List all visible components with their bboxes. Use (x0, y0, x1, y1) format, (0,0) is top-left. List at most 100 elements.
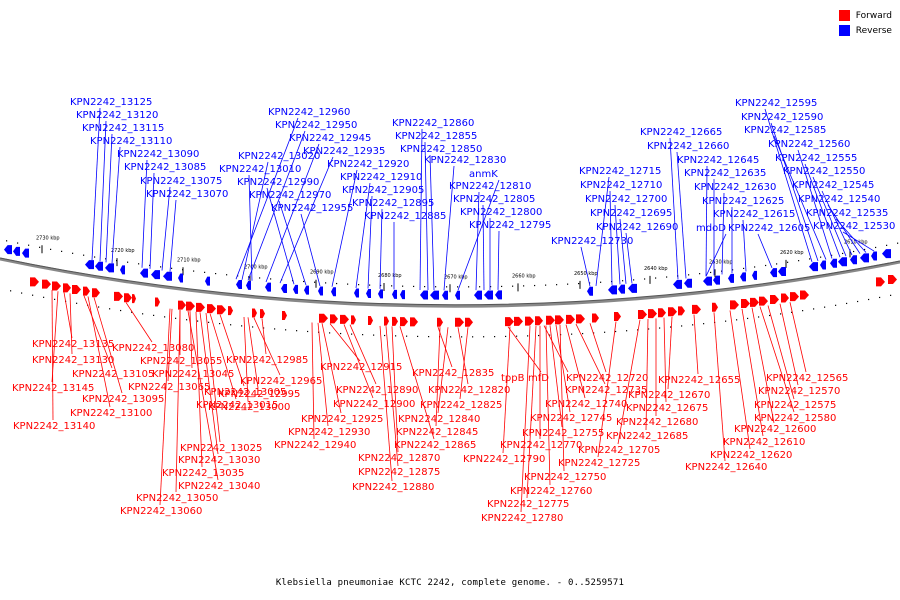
gene-label[interactable]: KPN2242_12925 (301, 414, 383, 425)
reverse-gene-arrow[interactable] (618, 284, 625, 294)
gene-label[interactable]: KPN2242_13060 (120, 506, 202, 517)
gene-label[interactable]: KPN2242_13140 (13, 421, 95, 432)
gene-label[interactable]: KPN2242_12950 (275, 120, 357, 131)
gene-label[interactable]: KPN2242_12730 (551, 236, 633, 247)
gene-label[interactable]: KPN2242_12855 (395, 131, 477, 142)
gene-label[interactable]: KPN2242_13085 (124, 162, 206, 173)
gene-label[interactable]: KPN2242_12910 (340, 172, 422, 183)
reverse-gene-arrow[interactable] (366, 288, 371, 298)
gene-label[interactable]: KPN2242_13145 (12, 383, 94, 394)
reverse-gene-arrow[interactable] (95, 261, 103, 271)
gene-label[interactable]: KPN2242_12705 (578, 445, 660, 456)
reverse-gene-arrow[interactable] (608, 285, 617, 295)
gene-label[interactable]: KPN2242_12995 (218, 389, 300, 400)
gene-label[interactable]: KPN2242_13065 (128, 382, 210, 393)
reverse-gene-arrow[interactable] (13, 246, 20, 256)
gene-label[interactable]: KPN2242_12830 (424, 155, 506, 166)
reverse-gene-arrow[interactable] (304, 285, 309, 295)
gene-label[interactable]: KPN2242_12940 (274, 440, 356, 451)
gene-label[interactable]: KPN2242_12880 (352, 482, 434, 493)
gene-label[interactable]: KPN2242_13020 (238, 151, 320, 162)
gene-label[interactable]: KPN2242_12725 (558, 458, 640, 469)
gene-label[interactable]: KPN2242_12645 (677, 155, 759, 166)
gene-label[interactable]: KPN2242_12695 (590, 208, 672, 219)
gene-label[interactable]: KPN2242_12615 (713, 209, 795, 220)
forward-gene-arrow[interactable] (196, 302, 205, 312)
gene-label[interactable]: KPN2242_12890 (336, 385, 418, 396)
gene-label[interactable]: KPN2242_12555 (775, 153, 857, 164)
reverse-gene-arrow[interactable] (770, 268, 777, 278)
gene-label[interactable]: KPN2242_12770 (500, 440, 582, 451)
gene-label[interactable]: KPN2242_12610 (723, 437, 805, 448)
reverse-gene-arrow[interactable] (830, 258, 837, 268)
reverse-gene-arrow[interactable] (882, 249, 891, 259)
forward-gene-arrow[interactable] (124, 293, 132, 303)
gene-label[interactable]: KPN2242_12750 (524, 472, 606, 483)
gene-label[interactable]: KPN2242_12540 (798, 194, 880, 205)
gene-label[interactable]: KPN2242_13050 (136, 493, 218, 504)
gene-label[interactable]: KPN2242_12690 (596, 222, 678, 233)
gene-label[interactable]: KPN2242_12810 (449, 181, 531, 192)
gene-label[interactable]: KPN2242_12620 (710, 450, 792, 461)
gene-label[interactable]: KPN2242_12560 (768, 139, 850, 150)
gene-label[interactable]: KPN2242_12665 (640, 127, 722, 138)
gene-label[interactable]: KPN2242_13015 (196, 400, 278, 411)
gene-label[interactable]: KPN2242_12795 (469, 220, 551, 231)
reverse-gene-arrow[interactable] (354, 288, 359, 298)
reverse-gene-arrow[interactable] (703, 276, 712, 286)
reverse-gene-arrow[interactable] (850, 255, 857, 265)
gene-label[interactable]: KPN2242_12595 (735, 98, 817, 109)
gene-label[interactable]: KPN2242_13110 (90, 136, 172, 147)
gene-label[interactable]: KPN2242_12680 (616, 417, 698, 428)
forward-gene-arrow[interactable] (741, 299, 750, 309)
gene-label[interactable]: KPN2242_12535 (806, 208, 888, 219)
forward-gene-arrow[interactable] (410, 317, 418, 327)
gene-label[interactable]: KPN2242_12885 (364, 211, 446, 222)
forward-gene-arrow[interactable] (638, 310, 647, 320)
gene-label[interactable]: KPN2242_12675 (626, 403, 708, 414)
gene-label[interactable]: KPN2242_12800 (460, 207, 542, 218)
reverse-gene-arrow[interactable] (474, 290, 482, 300)
gene-label[interactable]: KPN2242_12625 (702, 196, 784, 207)
gene-label[interactable]: KPN2242_12970 (249, 190, 331, 201)
gene-label[interactable]: KPN2242_13030 (178, 455, 260, 466)
gene-label[interactable]: KPN2242_12895 (352, 198, 434, 209)
reverse-gene-arrow[interactable] (331, 287, 336, 297)
reverse-gene-arrow[interactable] (871, 251, 877, 261)
reverse-gene-arrow[interactable] (838, 257, 847, 267)
gene-label[interactable]: KPN2242_13045 (152, 369, 234, 380)
gene-label[interactable]: KPN2242_13075 (140, 176, 222, 187)
forward-gene-arrow[interactable] (132, 294, 136, 304)
forward-gene-arrow[interactable] (384, 316, 389, 326)
gene-label[interactable]: KPN2242_12920 (327, 159, 409, 170)
gene-label[interactable]: KPN2242_13135 (32, 339, 114, 350)
reverse-gene-arrow[interactable] (400, 290, 405, 300)
reverse-gene-arrow[interactable] (728, 273, 734, 283)
gene-label[interactable]: KPN2242_12900 (333, 399, 415, 410)
gene-label[interactable]: KPN2242_13095 (82, 394, 164, 405)
forward-gene-arrow[interactable] (678, 306, 685, 316)
forward-gene-arrow[interactable] (750, 297, 759, 307)
gene-label[interactable]: KPN2242_12945 (289, 133, 371, 144)
gene-label[interactable]: KPN2242_12820 (428, 385, 510, 396)
forward-gene-arrow[interactable] (514, 316, 523, 326)
forward-gene-arrow[interactable] (330, 314, 338, 324)
forward-gene-arrow[interactable] (178, 300, 186, 310)
gene-label[interactable]: KPN2242_12590 (741, 112, 823, 123)
forward-gene-arrow[interactable] (648, 309, 657, 319)
gene-label[interactable]: KPN2242_12875 (358, 467, 440, 478)
reverse-gene-arrow[interactable] (318, 286, 323, 296)
gene-label[interactable]: KPN2242_13080 (112, 343, 194, 354)
forward-gene-arrow[interactable] (770, 295, 779, 305)
reverse-gene-arrow[interactable] (740, 272, 746, 282)
reverse-gene-arrow[interactable] (151, 270, 160, 280)
forward-gene-arrow[interactable] (207, 304, 216, 314)
forward-gene-arrow[interactable] (282, 311, 287, 321)
gene-label[interactable]: KPN2242_12530 (813, 221, 895, 232)
gene-label[interactable]: KPN2242_12825 (420, 400, 502, 411)
gene-label[interactable]: KPN2242_12840 (398, 414, 480, 425)
forward-gene-arrow[interactable] (155, 297, 160, 307)
reverse-gene-arrow[interactable] (140, 268, 148, 278)
forward-gene-arrow[interactable] (319, 313, 328, 323)
forward-gene-arrow[interactable] (876, 277, 885, 287)
